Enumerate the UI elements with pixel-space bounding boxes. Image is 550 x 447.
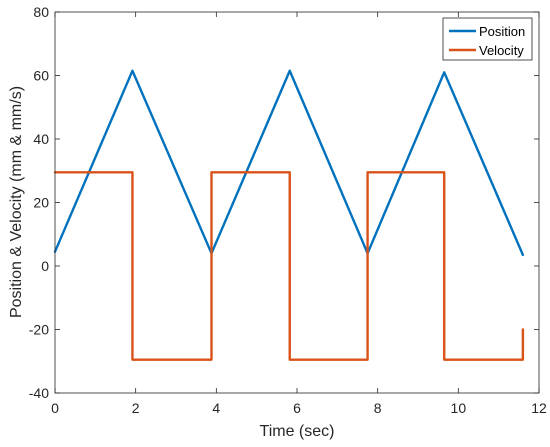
legend-box <box>442 17 533 61</box>
legend-label-position: Position <box>479 24 525 39</box>
series-line-position <box>53 69 525 257</box>
x-tick-label: 10 <box>451 400 467 416</box>
x-ticks: 0 2 4 6 8 10 12 <box>51 12 547 416</box>
y-tick-label: 0 <box>41 258 49 274</box>
x-axis-label: Time (sec) <box>260 423 335 440</box>
y-ticks: -40 -20 0 20 40 60 80 <box>29 4 539 401</box>
legend-label-velocity: Velocity <box>479 43 524 58</box>
x-tick-label: 2 <box>132 400 140 416</box>
y-tick-label: 40 <box>33 131 49 147</box>
x-tick-label: 8 <box>374 400 382 416</box>
x-tick-label: 4 <box>212 400 220 416</box>
y-tick-label: -40 <box>29 385 49 401</box>
plot-area <box>55 12 539 393</box>
x-tick-label: 0 <box>51 400 59 416</box>
series-line-velocity <box>53 171 525 361</box>
y-tick-label: 60 <box>33 68 49 84</box>
y-axis-label: Position & Velocity (mm & mm/s) <box>8 86 25 318</box>
series-layer <box>53 69 525 361</box>
x-tick-label: 6 <box>293 400 301 416</box>
y-tick-label: 20 <box>33 195 49 211</box>
legend: Position Velocity <box>442 17 533 61</box>
x-tick-label: 12 <box>531 400 547 416</box>
y-tick-label: 80 <box>33 4 49 20</box>
y-tick-label: -20 <box>29 322 49 338</box>
